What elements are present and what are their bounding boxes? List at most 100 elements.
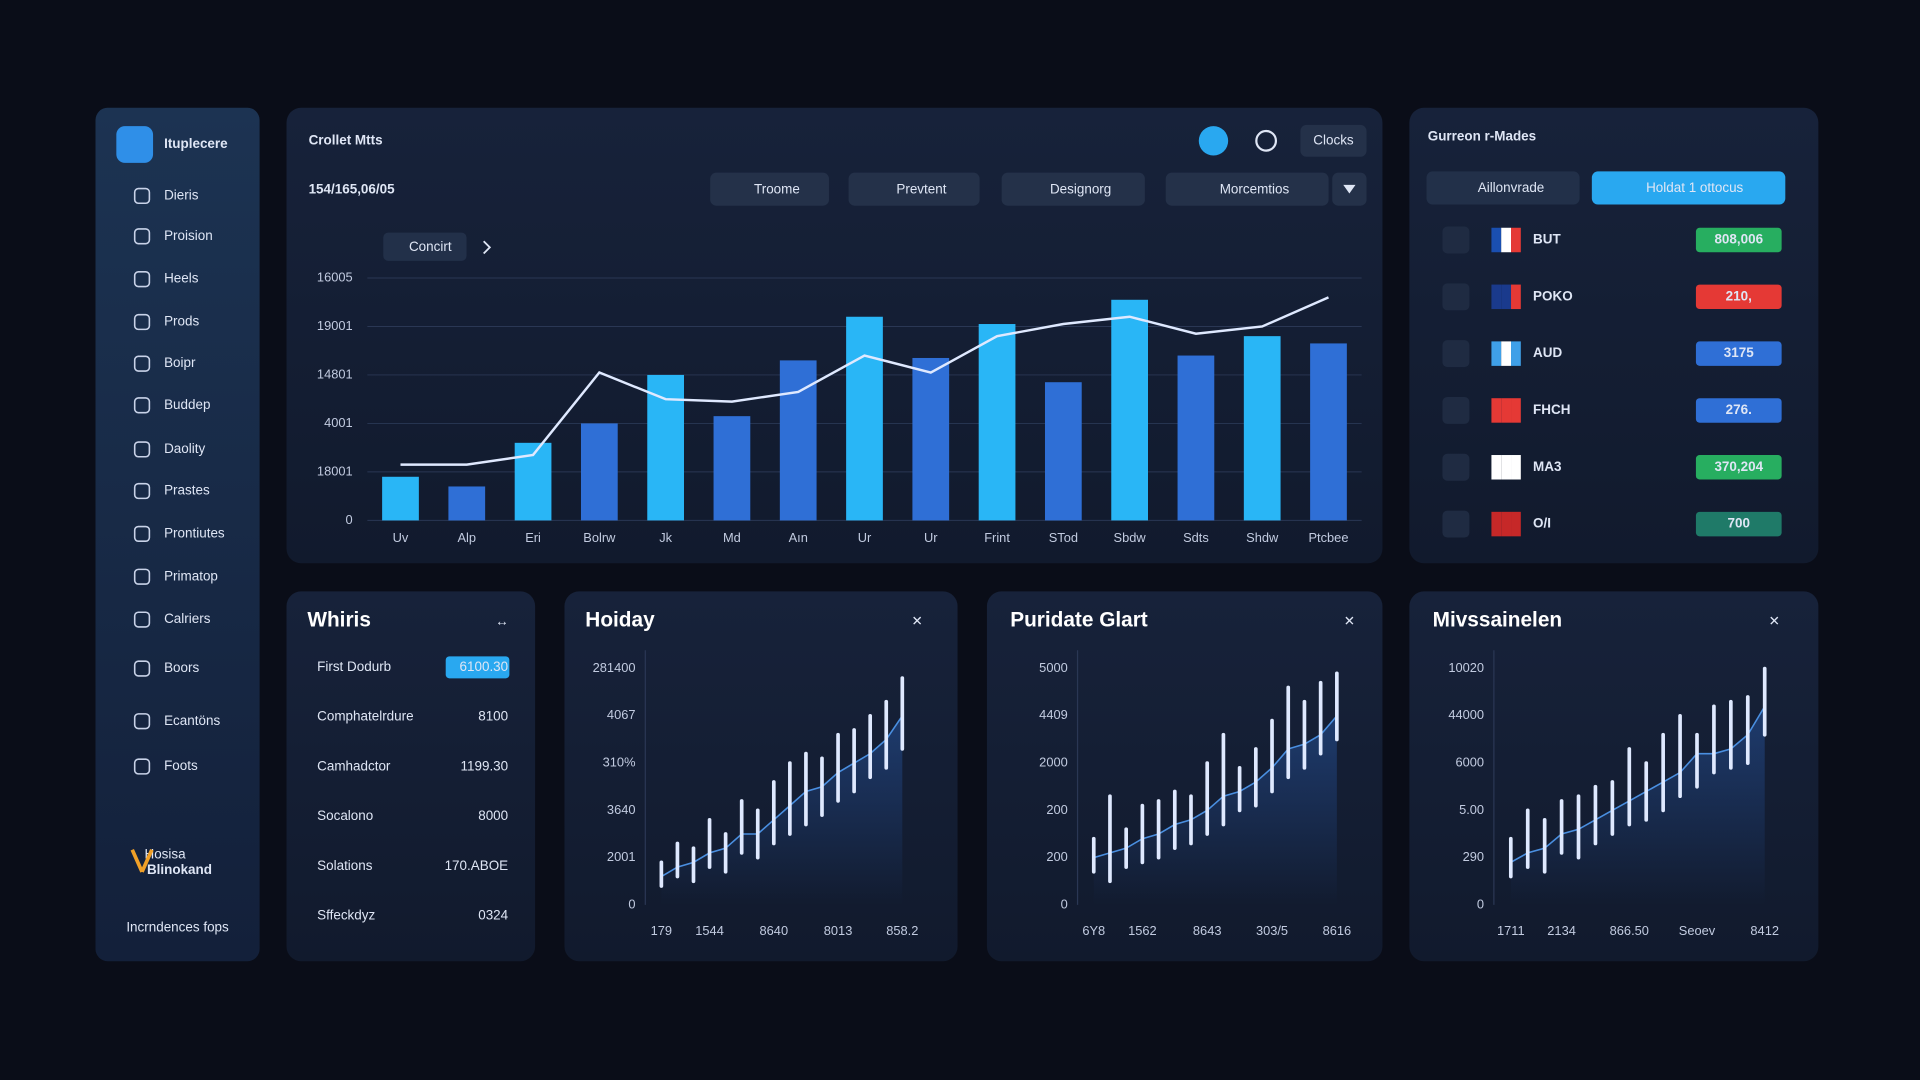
nav-item[interactable]: Calriers bbox=[164, 611, 211, 626]
tab-bg[interactable] bbox=[1591, 171, 1786, 205]
x-tick-label: 1544 bbox=[695, 923, 724, 938]
line bbox=[660, 715, 903, 878]
currency-value: 700 bbox=[1728, 516, 1750, 531]
brand-name: Ituplecere bbox=[164, 136, 228, 151]
nav-item[interactable]: Buddep bbox=[164, 397, 210, 412]
button[interactable]: Clocks bbox=[1313, 132, 1354, 147]
tab[interactable]: Prevtent bbox=[896, 181, 946, 196]
panel-icon: ↔ bbox=[495, 614, 508, 629]
flag bbox=[1511, 398, 1521, 423]
value-chip bbox=[1695, 284, 1782, 310]
y-tick-label: 2001 bbox=[607, 849, 636, 864]
flag bbox=[1511, 455, 1521, 480]
x-tick-label: 858.2 bbox=[886, 923, 918, 938]
dropdown-arrow bbox=[1343, 184, 1356, 194]
flag bbox=[1511, 341, 1521, 366]
currency-code: POKO bbox=[1533, 288, 1573, 303]
list-label: Comphatelrdure bbox=[317, 709, 413, 724]
footer-brand: Blinokand bbox=[147, 862, 212, 877]
value-chip bbox=[1695, 227, 1782, 253]
nav-item[interactable]: Boipr bbox=[164, 355, 196, 370]
nav-icon bbox=[133, 660, 151, 677]
currency-code: AUD bbox=[1533, 345, 1562, 360]
value-chip bbox=[1695, 511, 1782, 537]
x-tick-label: 8013 bbox=[824, 923, 853, 938]
y-tick-label: 200 bbox=[1046, 849, 1067, 864]
nav-icon bbox=[133, 228, 151, 245]
x-tick-label: Ur bbox=[858, 530, 872, 545]
list-value: 0324 bbox=[478, 907, 508, 922]
y-tick-label: 0 bbox=[1477, 896, 1484, 911]
x-tick-label: 2134 bbox=[1547, 923, 1576, 938]
nav-item[interactable]: Prods bbox=[164, 314, 199, 329]
tab[interactable]: Holdat 1 ottocus bbox=[1646, 180, 1743, 195]
nav-item[interactable]: Prastes bbox=[164, 483, 210, 498]
list-label: Camhadctor bbox=[317, 758, 391, 773]
flag bbox=[1501, 455, 1512, 480]
y-tick-label: 6000 bbox=[1456, 754, 1485, 769]
panel-title: Crollet Mtts bbox=[309, 132, 383, 147]
tab-bg[interactable] bbox=[848, 172, 980, 206]
y-tick-label: 4409 bbox=[1039, 707, 1068, 722]
tab[interactable]: Aillonvrade bbox=[1478, 180, 1545, 195]
y-tick-label: 0 bbox=[1061, 896, 1068, 911]
currency-value: 210, bbox=[1726, 288, 1752, 303]
nav-item[interactable]: Ecantöns bbox=[164, 713, 220, 728]
nav-icon bbox=[133, 482, 151, 500]
x-tick-label: Jk bbox=[659, 530, 672, 545]
y-tick-label: 18001 bbox=[317, 463, 353, 478]
nav-item[interactable]: Dieris bbox=[164, 187, 199, 202]
x-tick-label: 8640 bbox=[760, 923, 789, 938]
tab-bg[interactable] bbox=[1001, 172, 1145, 206]
button-bg[interactable] bbox=[1300, 124, 1367, 157]
list-value: 8000 bbox=[478, 808, 508, 823]
line bbox=[400, 296, 1329, 466]
flag bbox=[1501, 284, 1512, 310]
filter[interactable]: Concirt bbox=[409, 239, 452, 254]
y-tick-label: 44000 bbox=[1448, 707, 1484, 722]
nav-icon bbox=[133, 611, 151, 628]
main-panel bbox=[286, 107, 1383, 564]
nav-item[interactable]: Primatop bbox=[164, 568, 218, 583]
tab-bg[interactable] bbox=[1426, 171, 1580, 205]
flag bbox=[1511, 227, 1521, 253]
y-tick-label: 290 bbox=[1463, 849, 1484, 864]
y-tick-label: 5000 bbox=[1039, 660, 1068, 675]
bar bbox=[846, 316, 883, 521]
flag bbox=[1501, 227, 1512, 253]
tab-bg[interactable] bbox=[1165, 172, 1329, 206]
nav-icon bbox=[133, 355, 151, 372]
tab-bg[interactable] bbox=[710, 172, 829, 206]
nav-item[interactable]: Foots bbox=[164, 758, 198, 773]
nav-icon bbox=[133, 441, 151, 458]
currency-code: FHCH bbox=[1533, 402, 1570, 417]
tab[interactable]: Designorg bbox=[1050, 181, 1111, 196]
x-tick-label: Frint bbox=[984, 530, 1010, 545]
tab[interactable]: Morcemtios bbox=[1220, 181, 1290, 196]
x-tick-label: Ptcbee bbox=[1308, 530, 1348, 545]
list-label: Solations bbox=[317, 858, 373, 873]
icon-button[interactable] bbox=[1255, 129, 1278, 152]
x-tick-label: Shdw bbox=[1246, 530, 1279, 545]
bar bbox=[1310, 343, 1347, 521]
nav-item[interactable]: Boors bbox=[164, 660, 199, 675]
y-tick-label: 0 bbox=[345, 512, 352, 527]
footer-tag: Hosisa bbox=[144, 846, 186, 861]
x-tick-label: Sdts bbox=[1183, 530, 1209, 545]
icon-button[interactable] bbox=[1198, 126, 1229, 156]
nav-icon bbox=[133, 713, 151, 730]
y-tick-label: 10020 bbox=[1448, 660, 1484, 675]
nav-item[interactable]: Heels bbox=[164, 271, 199, 286]
flag bbox=[1511, 284, 1521, 310]
filter-bg[interactable] bbox=[383, 232, 467, 261]
y-tick-label: 3640 bbox=[607, 802, 636, 817]
nav-item[interactable]: Proision bbox=[164, 228, 213, 243]
nav-item[interactable]: Daolity bbox=[164, 441, 205, 456]
line bbox=[1093, 715, 1338, 859]
x-tick-label: 1562 bbox=[1128, 923, 1157, 938]
currency-code: O/I bbox=[1533, 516, 1551, 531]
tab[interactable]: Troome bbox=[754, 181, 800, 196]
nav-item[interactable]: Prontiutes bbox=[164, 525, 225, 540]
y-tick-label: 2000 bbox=[1039, 754, 1068, 769]
